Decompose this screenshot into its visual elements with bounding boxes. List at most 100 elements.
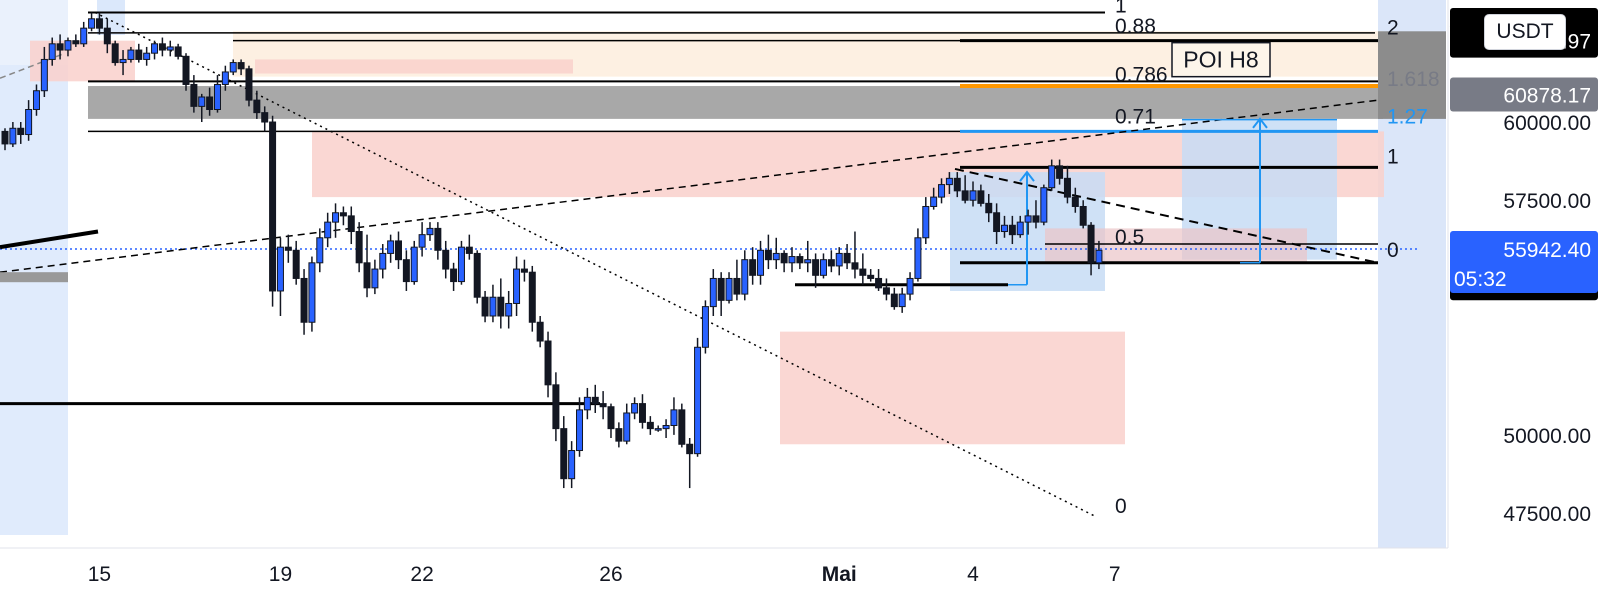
poi-label-box bbox=[1171, 41, 1271, 78]
fib-label: 1 bbox=[1387, 145, 1399, 168]
price-tick-label: 50000.00 bbox=[1503, 425, 1591, 448]
candle-body bbox=[938, 184, 946, 198]
candle-body bbox=[875, 277, 883, 289]
candle-body bbox=[536, 321, 544, 342]
candle-body bbox=[544, 340, 552, 386]
candle-body bbox=[151, 43, 159, 54]
candle-body bbox=[914, 237, 922, 279]
candle-body bbox=[1095, 249, 1103, 264]
candle-body bbox=[190, 83, 198, 107]
candle-body bbox=[898, 293, 906, 308]
candle-body bbox=[733, 277, 741, 295]
trend-line bbox=[94, 11, 1096, 517]
candle-body bbox=[906, 277, 914, 295]
candle-body bbox=[1063, 177, 1071, 198]
currency-selector[interactable]: USDT bbox=[1484, 14, 1566, 50]
candle-body bbox=[1048, 165, 1056, 189]
candle-body bbox=[166, 46, 174, 51]
candle-body bbox=[969, 190, 977, 201]
candle-body bbox=[497, 296, 505, 317]
time-tick-label: 26 bbox=[599, 563, 622, 586]
fib-label: 1.27 bbox=[1387, 105, 1428, 128]
candle-body bbox=[387, 240, 395, 254]
candle-body bbox=[851, 262, 859, 270]
candle-body bbox=[945, 177, 953, 186]
fib-label: 0 bbox=[1387, 239, 1399, 262]
candle-body bbox=[95, 18, 103, 29]
candle-body bbox=[426, 227, 434, 236]
candle-body bbox=[528, 271, 536, 323]
session-highlight bbox=[0, 0, 68, 535]
candle-body bbox=[591, 396, 599, 405]
candle-body bbox=[1024, 215, 1032, 223]
candle-body bbox=[182, 55, 190, 85]
session-highlight bbox=[97, 0, 125, 35]
price-tick-label: 60000.00 bbox=[1503, 112, 1591, 135]
trend-line bbox=[954, 167, 1379, 264]
candle-body bbox=[859, 268, 867, 276]
candle-body bbox=[355, 231, 363, 264]
measure-arrow-head bbox=[1019, 170, 1035, 182]
candle-body bbox=[819, 259, 827, 276]
time-tick-label: 7 bbox=[1109, 563, 1121, 586]
candle-body bbox=[670, 409, 678, 426]
candle-body bbox=[1079, 205, 1087, 226]
candle-body bbox=[560, 428, 568, 480]
candle-body bbox=[985, 202, 993, 214]
candle-body bbox=[576, 409, 584, 452]
candle-body bbox=[316, 237, 324, 264]
candle-body bbox=[174, 46, 182, 57]
candle-body bbox=[25, 109, 33, 136]
candle-body bbox=[103, 27, 111, 45]
gray-zone-tag bbox=[1378, 31, 1446, 119]
candle-body bbox=[772, 252, 780, 261]
candle-body bbox=[1040, 187, 1048, 223]
candle-body bbox=[812, 259, 820, 276]
candle-body bbox=[867, 274, 875, 279]
candle-body bbox=[308, 262, 316, 323]
candle-body bbox=[72, 40, 80, 45]
candle-body bbox=[473, 252, 481, 298]
candle-body bbox=[56, 43, 64, 51]
candle-body bbox=[276, 246, 284, 292]
trend-line bbox=[0, 229, 99, 250]
candle-body bbox=[119, 58, 127, 64]
drawings-layer bbox=[0, 11, 1418, 517]
candle-body bbox=[32, 90, 40, 111]
candle-body bbox=[1087, 224, 1095, 264]
candles-layer bbox=[1, 12, 1103, 489]
candle-body bbox=[17, 127, 25, 136]
time-tick-label: 19 bbox=[269, 563, 292, 586]
candle-body bbox=[489, 296, 497, 317]
candle-body bbox=[442, 249, 450, 270]
candle-body bbox=[221, 71, 229, 85]
candle-body bbox=[741, 259, 749, 295]
candle-body bbox=[796, 256, 804, 264]
candle-body bbox=[961, 190, 969, 201]
candle-body bbox=[725, 277, 733, 301]
candle-body bbox=[694, 346, 702, 455]
candle-body bbox=[631, 403, 639, 414]
candle-body bbox=[261, 112, 269, 123]
candle-body bbox=[402, 259, 410, 283]
candle-body bbox=[158, 43, 166, 51]
candle-body bbox=[757, 249, 765, 276]
candle-body bbox=[213, 83, 221, 111]
candle-body bbox=[764, 249, 772, 261]
measure-top bbox=[1182, 118, 1337, 121]
candle-body bbox=[654, 428, 662, 431]
trend-line bbox=[0, 99, 1379, 273]
candle-body bbox=[457, 246, 465, 283]
candle-body bbox=[1016, 221, 1024, 236]
current-price-tag bbox=[1450, 230, 1598, 293]
gray-block bbox=[0, 272, 68, 283]
candle-body bbox=[882, 287, 890, 295]
poi-label: POI H8 bbox=[1183, 47, 1258, 73]
candle-body bbox=[686, 443, 694, 455]
time-axis-bg bbox=[0, 548, 1600, 600]
candle-body bbox=[1000, 224, 1008, 233]
candle-body bbox=[890, 293, 898, 308]
